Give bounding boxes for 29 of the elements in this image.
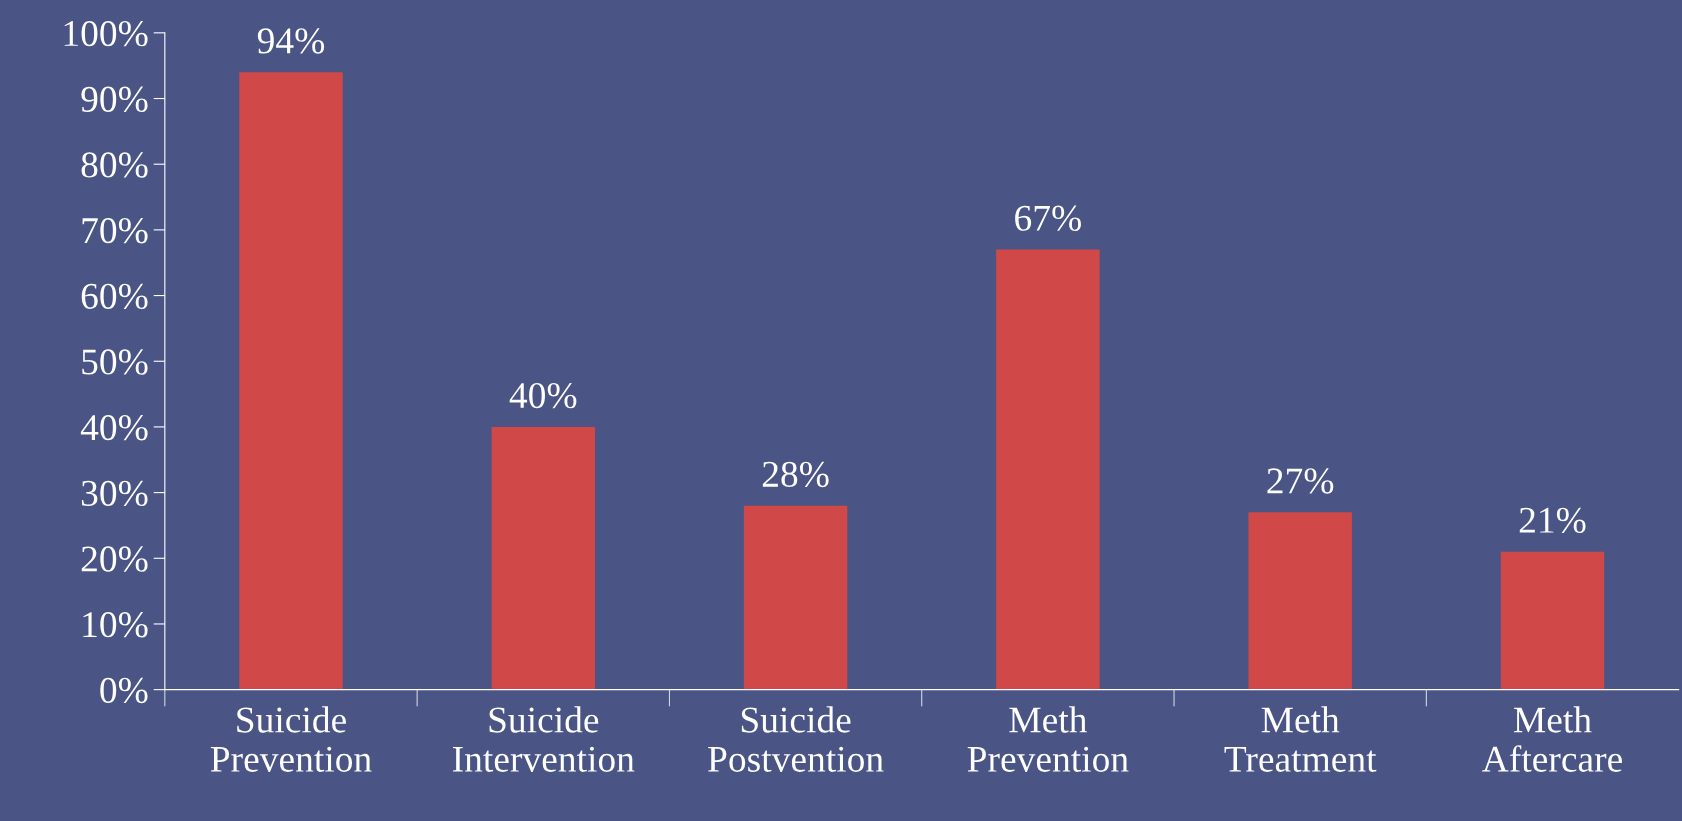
- bar: [1500, 551, 1605, 690]
- x-tick-label: Suicide Postvention: [708, 706, 884, 772]
- y-tick-label: 50%: [82, 349, 148, 375]
- x-tick-label: Suicide Prevention: [210, 706, 372, 772]
- data-label: 40%: [509, 382, 577, 409]
- bar: [996, 249, 1100, 690]
- data-label: 28%: [762, 461, 829, 488]
- y-tick-label: 60%: [81, 283, 148, 310]
- bar: [239, 72, 343, 690]
- y-tick-label: 30%: [81, 480, 148, 507]
- y-tick-label: 90%: [81, 86, 148, 113]
- y-tick-label: 40%: [80, 414, 148, 441]
- bar: [743, 505, 848, 690]
- x-tick-label: Meth Prevention: [967, 706, 1129, 772]
- y-tick-label: 100%: [64, 20, 148, 47]
- bar: [1248, 512, 1352, 690]
- y-tick-label: 0%: [100, 677, 148, 704]
- data-label: 94%: [257, 28, 325, 54]
- data-label: 21%: [1519, 507, 1586, 534]
- x-tick-label: Meth Treatment: [1224, 706, 1377, 772]
- x-tick-label: Suicide Intervention: [453, 706, 635, 772]
- bar: [491, 426, 596, 690]
- y-tick-label: 80%: [81, 152, 148, 178]
- x-tick-label: Meth Aftercare: [1482, 706, 1622, 772]
- y-tick-label: 70%: [82, 217, 148, 244]
- data-label: 27%: [1267, 468, 1334, 494]
- y-tick-label: 20%: [81, 546, 148, 572]
- y-tick-label: 10%: [83, 612, 148, 638]
- data-label: 67%: [1015, 205, 1081, 231]
